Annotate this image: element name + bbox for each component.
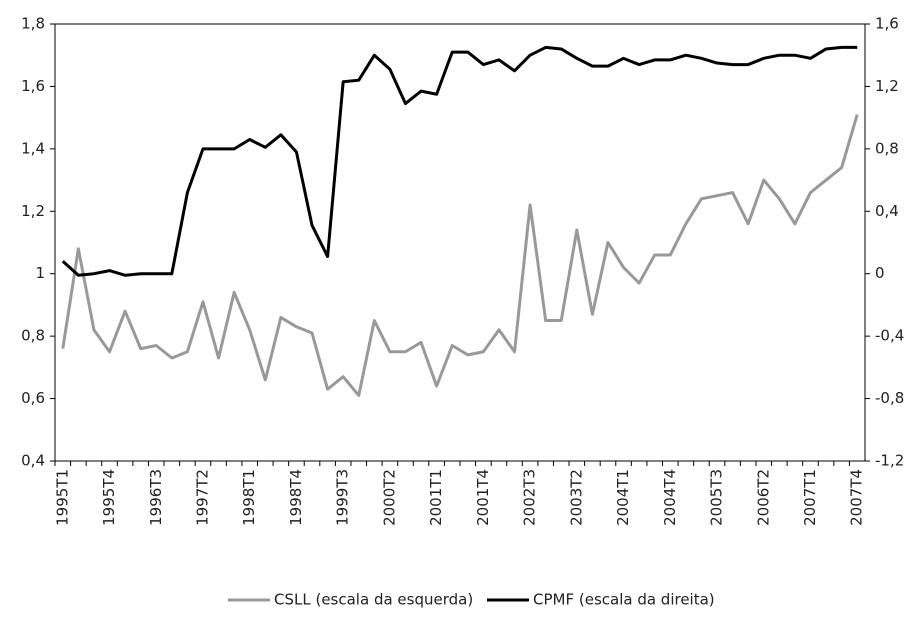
y2-tick-label: 0 [875,264,885,282]
y2-tick-label: -0,8 [875,389,904,407]
y-tick-label: 1,2 [21,202,45,220]
x-tick-label: 2004T4 [661,469,679,526]
y2-tick-label: 0,8 [875,139,899,157]
x-tick-label: 1995T4 [100,469,118,526]
x-tick-label: 2003T2 [567,469,585,526]
x-tick-label: 2001T1 [427,469,445,526]
x-tick-label: 1998T4 [287,469,305,526]
x-tick-label: 1999T3 [334,469,352,526]
y-tick-label: 0,4 [21,452,45,470]
y2-tick-label: 1,6 [875,15,899,33]
x-tick-label: 1996T3 [147,469,165,526]
y2-tick-label: 1,2 [875,77,899,95]
y-tick-label: 1,4 [21,139,45,157]
x-tick-label: 2007T1 [801,469,819,526]
x-tick-label: 2004T1 [614,469,632,526]
series-line [61,45,858,277]
x-tick-label: 2001T4 [474,469,492,526]
x-tick-label: 2005T3 [708,469,726,526]
y-tick-label: 1,8 [21,15,45,33]
x-tick-label: 2002T3 [521,469,539,526]
y-tick-label: 0,8 [21,327,45,345]
y2-tick-label: -0,4 [875,327,904,345]
series-line [61,114,859,397]
x-tick-label: 2006T2 [754,469,772,526]
y-tick-label: 0,6 [21,389,45,407]
x-tick-label: 1995T1 [53,469,71,526]
x-tick-label: 2000T2 [380,469,398,526]
y2-tick-label: 0,4 [875,202,899,220]
x-tick-label: 1998T1 [240,469,258,526]
legend-label: CSLL (escala da esquerda) [274,591,473,609]
legend-label: CPMF (escala da direita) [533,591,715,609]
x-tick-label: 2007T4 [848,469,866,526]
y-tick-label: 1,6 [21,77,45,95]
x-tick-label: 1997T2 [193,469,211,526]
y2-tick-label: -1,2 [875,452,904,470]
y-tick-label: 1 [35,264,45,282]
